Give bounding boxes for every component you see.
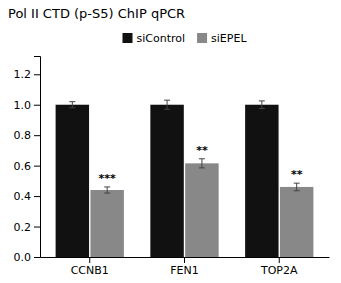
bar [90,190,123,257]
legend-swatch [197,33,207,43]
series [56,100,279,257]
y-tick: 0.8 [14,129,41,142]
y-tick: 0.2 [14,221,41,234]
y-tick-mark [34,74,40,75]
legend-label: siControl [136,32,185,45]
x-tick-label: TOP2A [260,264,298,277]
bar [150,105,183,257]
legend-label: siEPEL [211,32,247,45]
y-tick-mark [34,196,40,197]
y-tick-mark [34,227,40,228]
error-bar [69,102,75,108]
y-tick-label: 0.2 [14,221,32,234]
significance-label: *** [99,172,117,185]
error-bar [259,101,265,109]
bar [245,105,278,257]
y-tick-label: 1.0 [14,99,32,112]
y-tick: 0.0 [14,251,41,264]
legend: siControl siEPEL [122,32,247,45]
x-tick: CCNB1 [71,257,109,277]
x-tick: TOP2A [260,257,298,277]
y-tick: 0.4 [14,190,41,203]
x-tick-mark [89,257,90,263]
title: Pol II CTD (p-S5) ChIP qPCR [8,6,185,21]
error-bar [104,187,110,193]
significance-label: ** [291,168,303,181]
error-bar [294,183,300,191]
bar [280,187,313,257]
legend-item: siEPEL [197,32,247,45]
error-bar [199,159,205,168]
chart: Pol II CTD (p-S5) ChIP qPCR0.00.20.40.60… [0,0,341,283]
y-tick: 1.0 [14,99,41,112]
significance-label: ** [196,144,208,157]
y-tick: 1.2 [14,68,41,81]
y-tick-mark [34,257,40,258]
x-tick-label: CCNB1 [71,264,109,277]
x-tick: FEN1 [170,257,199,277]
y-tick-label: 0.4 [14,190,32,203]
y-tick-label: 1.2 [14,68,32,81]
y-tick-mark [34,135,40,136]
marks [56,100,314,257]
y-tick: 0.6 [14,160,41,173]
legend-swatch [122,33,132,43]
x-tick-mark [279,257,280,263]
plot: 0.00.20.40.60.81.01.2CCNB1FEN1TOP2A*****… [14,57,330,277]
x-axis: CCNB1 FEN1 TOP2A [41,257,330,277]
bar [185,163,218,257]
y-tick-label: 0.8 [14,129,32,142]
bar [56,105,89,257]
y-tick-label: 0.0 [14,251,32,264]
y-axis: 0.0 0.2 0.4 0.6 0.8 1.0 1.2 [14,57,41,265]
y-tick-label: 0.6 [14,160,32,173]
annotations: ******* [99,144,303,185]
x-tick-label: FEN1 [170,264,199,277]
x-tick-mark [184,257,185,263]
error-bar [164,100,170,109]
series [90,159,313,257]
y-tick-mark [34,166,40,167]
legend-item: siControl [122,32,185,45]
y-axis-line [34,57,41,258]
y-tick-mark [34,105,40,106]
